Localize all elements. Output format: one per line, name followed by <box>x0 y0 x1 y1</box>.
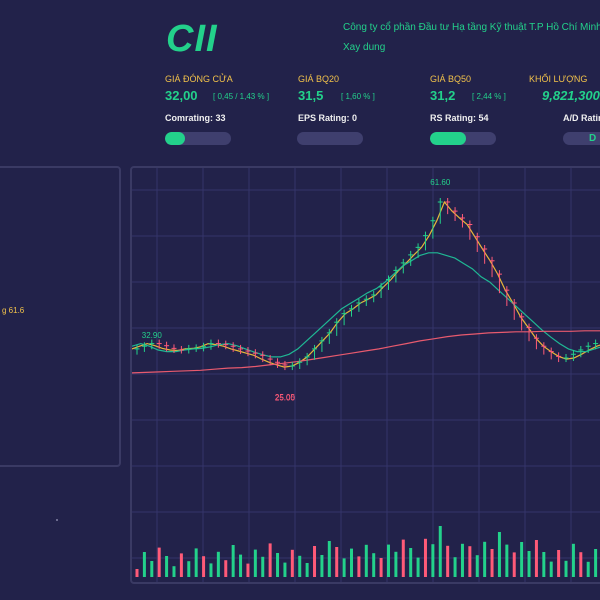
bq50-change: [ 2,44 % ] <box>472 92 506 101</box>
sector-label: Xay dung <box>343 42 386 53</box>
volume-bar <box>202 556 206 577</box>
bq20-value: 31,5 <box>298 88 324 103</box>
volume-bar <box>327 541 331 577</box>
volume-bar <box>179 553 183 577</box>
volume-bar <box>527 551 531 577</box>
volume-bar <box>290 549 294 577</box>
bq50-value: 31,2 <box>430 88 456 103</box>
volume-bar <box>460 543 464 577</box>
ma-long-line <box>132 330 600 374</box>
volume-bar <box>594 549 598 577</box>
volume-bar <box>172 566 176 577</box>
volume-bar <box>520 542 524 577</box>
ticker-symbol: CII <box>166 18 218 60</box>
volume-bar <box>386 544 390 577</box>
volume-bar <box>438 526 442 577</box>
close-price-change: [ 0,45 / 1,43 % ] <box>213 92 270 101</box>
volume-bar <box>475 555 479 577</box>
volume-value: 9,821,300 <box>542 88 600 103</box>
left-info-panel: g 61.6 <box>0 166 121 467</box>
volume-bar <box>335 547 339 577</box>
high-label: 32.90 <box>142 331 163 340</box>
close-price-value: 32,00 <box>165 88 198 103</box>
volume-bar <box>350 548 354 577</box>
second-low-label: 25.05 <box>275 393 296 402</box>
volume-bar <box>542 552 546 577</box>
volume-bar <box>194 548 198 577</box>
volume-bar <box>512 552 516 577</box>
volume-bar <box>564 560 568 577</box>
volume-bar <box>586 561 590 577</box>
volume-bar <box>453 557 457 577</box>
company-name: Công ty cổ phần Đầu tư Hạ tầng Kỹ thuật … <box>343 22 600 33</box>
ad-rating-badge: D <box>563 132 600 145</box>
volume-bar <box>135 569 139 577</box>
volume-bar <box>216 551 220 577</box>
volume-bar <box>239 554 243 577</box>
comrating-bar <box>165 132 231 145</box>
price-chart[interactable]: 61.60 32.90 25.00 25.05 <box>130 166 600 584</box>
volume-bar <box>283 562 287 577</box>
volume-bar <box>416 557 420 577</box>
volume-bar <box>372 553 376 577</box>
volume-bar <box>224 560 228 577</box>
volume-bar <box>231 545 235 577</box>
ma-mid-line <box>132 252 600 358</box>
eps-rating-label: EPS Rating: 0 <box>298 113 358 123</box>
volume-bar <box>157 547 161 577</box>
stray-dot <box>56 519 58 521</box>
volume-bar <box>209 563 213 577</box>
volume-bar <box>313 546 317 577</box>
rs-rating-label: RS Rating: 54 <box>430 113 489 123</box>
volume-bar <box>320 555 324 577</box>
volume-bar <box>268 543 272 577</box>
rs-rating-bar <box>430 132 496 145</box>
volume-bar <box>379 558 383 577</box>
rs-rating-bar-fill <box>430 132 467 145</box>
volume-bar <box>187 561 191 577</box>
volume-bar <box>571 543 575 577</box>
volume-bar <box>298 555 302 577</box>
volume-bar <box>409 548 413 577</box>
volume-bar <box>246 563 250 577</box>
volume-bar <box>261 556 265 577</box>
volume-bar <box>490 549 494 577</box>
volume-bar <box>468 546 472 577</box>
volume-bar <box>364 544 368 577</box>
bq20-change: [ 1,60 % ] <box>341 92 375 101</box>
close-price-label: GIÁ ĐÓNG CỬA <box>165 74 233 84</box>
bq50-label: GIÁ BQ50 <box>430 74 472 84</box>
panel-peak-text: g 61.6 <box>2 306 25 315</box>
volume-bar <box>423 538 427 577</box>
volume-bar <box>394 551 398 577</box>
volume-bar <box>549 561 553 577</box>
volume-bar <box>342 558 346 577</box>
volume-bar <box>357 556 361 577</box>
volume-bar <box>305 563 309 577</box>
ad-rating-label: A/D Rating <box>563 113 600 123</box>
volume-bar <box>446 545 450 577</box>
volume-label: KHỐI LƯỢNG <box>529 74 588 84</box>
eps-rating-bar <box>297 132 363 145</box>
volume-bar <box>534 540 538 577</box>
volume-bar <box>150 561 154 577</box>
volume-bar <box>579 552 583 577</box>
volume-bar <box>401 539 405 577</box>
volume-bar <box>142 552 146 577</box>
volume-bar <box>165 556 169 577</box>
volume-bar <box>497 532 501 577</box>
low-label: 25.00 <box>275 393 296 402</box>
bq20-label: GIÁ BQ20 <box>298 74 340 84</box>
volume-bar <box>431 544 435 577</box>
volume-bar <box>505 544 509 577</box>
ma-short-line <box>132 200 600 368</box>
peak-label: 61.60 <box>430 178 451 187</box>
volume-bar <box>253 549 257 577</box>
comrating-label: Comrating: 33 <box>165 113 226 123</box>
comrating-bar-fill <box>165 132 185 145</box>
volume-bar <box>483 541 487 577</box>
volume-bar <box>557 550 561 577</box>
volume-bar <box>276 553 280 577</box>
